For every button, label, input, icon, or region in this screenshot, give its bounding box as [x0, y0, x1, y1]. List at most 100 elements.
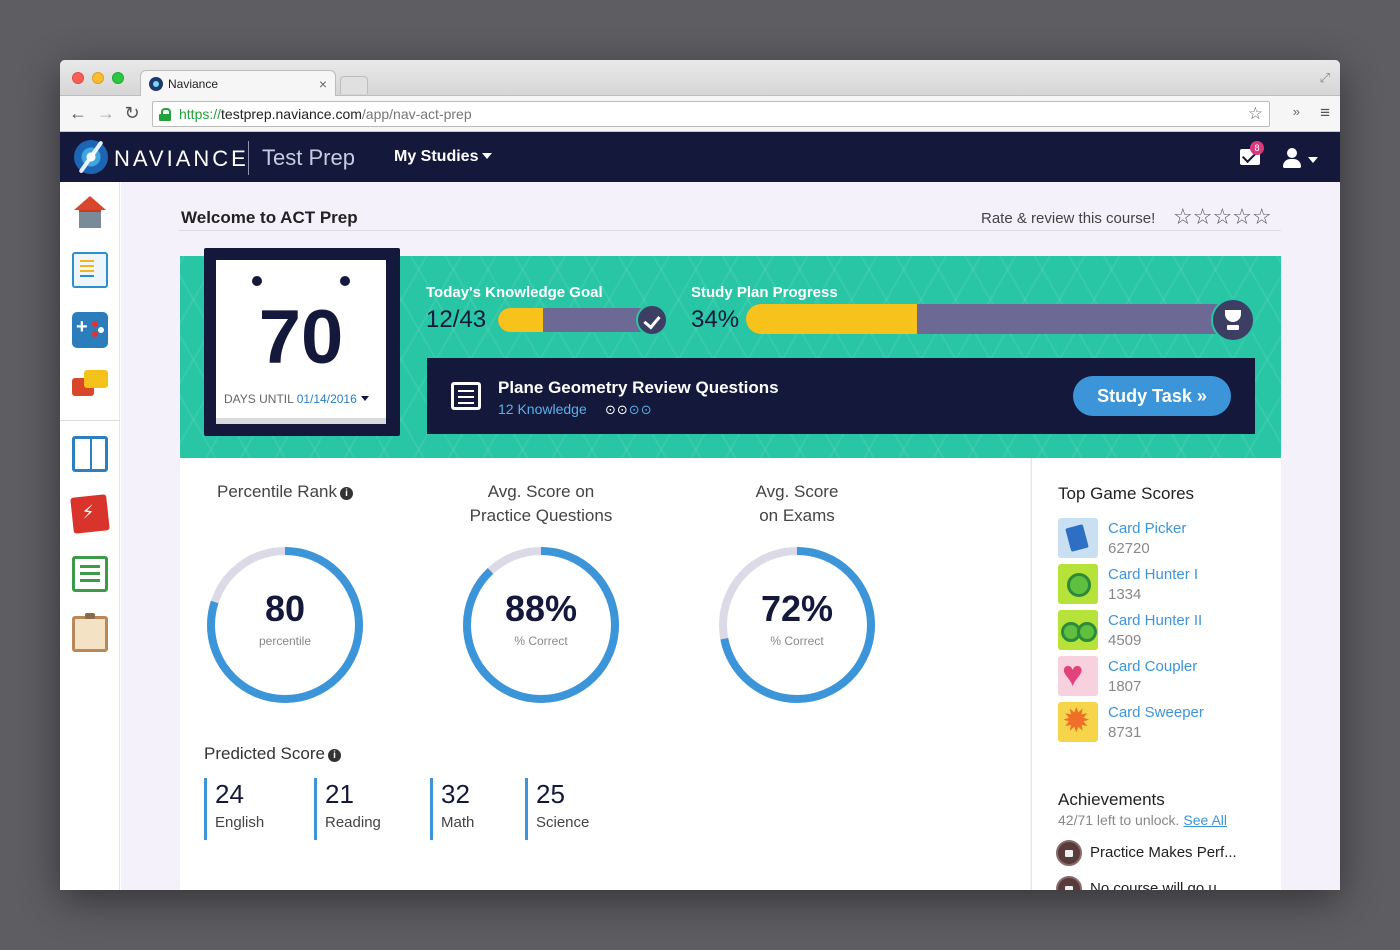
rating-stars-icon[interactable]: ☆☆☆☆☆: [1173, 204, 1272, 229]
study-plan-fill: [746, 304, 918, 334]
game-name[interactable]: Card Coupler: [1108, 658, 1198, 675]
new-tab-button[interactable]: [340, 76, 368, 94]
info-icon[interactable]: i: [340, 487, 353, 500]
percentile-rank-title: Percentile Rank i: [180, 480, 390, 504]
days-remaining: 70: [258, 295, 344, 380]
stat-title-line: Practice Questions: [469, 506, 613, 525]
lock-icon: [159, 107, 171, 121]
calendar-face: 70 DAYS UNTIL 01/14/2016: [216, 260, 386, 424]
knowledge-goal-value: 12/43: [426, 306, 487, 333]
days-until-label: DAYS UNTIL: [224, 392, 294, 406]
browser-window: Naviance × ⤢ ← → ↻ https:// testprep.nav…: [60, 60, 1340, 890]
predicted-score-value: 21: [325, 779, 354, 809]
predicted-score-subject: Reading: [325, 814, 381, 831]
user-menu-chevron-icon[interactable]: [1308, 157, 1318, 163]
url-host: testprep.naviance.com: [221, 106, 362, 122]
info-icon[interactable]: i: [327, 749, 341, 762]
achievements-remaining: 42/71 left to unlock. See All: [1058, 812, 1227, 828]
close-window-button[interactable]: [72, 72, 84, 84]
game-name[interactable]: Card Picker: [1108, 520, 1187, 537]
predicted-reading: 21 Reading: [314, 778, 381, 840]
stat-title-line: on Exams: [759, 506, 835, 525]
predicted-math: 32 Math: [430, 778, 474, 840]
tab-close-icon[interactable]: ×: [318, 76, 327, 92]
predicted-score-title: Predicted Score i: [204, 744, 341, 764]
address-bar[interactable]: https:// testprep.naviance.com /app/nav-…: [152, 101, 1270, 127]
study-task-button[interactable]: Study Task »: [1073, 376, 1231, 416]
percentile-ring: [207, 547, 363, 703]
percentile-unit: percentile: [258, 634, 312, 648]
completed-dots-icon: ⊙⊙: [605, 402, 629, 417]
predicted-score-label: Predicted Score: [204, 744, 325, 763]
user-account-icon[interactable]: [1282, 148, 1302, 168]
game-score: 1334: [1108, 586, 1142, 603]
left-nav-rail: [60, 182, 120, 890]
achievements-title: Achievements: [1058, 790, 1165, 809]
predicted-science: 25 Science: [525, 778, 589, 840]
ring-progress-arc: [463, 547, 619, 703]
study-book-icon[interactable]: [72, 436, 108, 472]
predicted-score-value: 24: [215, 779, 244, 809]
card-coupler-icon: [1058, 654, 1098, 696]
minimize-window-button[interactable]: [92, 72, 104, 84]
exam-clipboard-icon[interactable]: [72, 613, 108, 652]
flashcards-icon[interactable]: [72, 252, 108, 288]
forward-arrow-icon[interactable]: →: [97, 103, 115, 123]
rate-course-label: Rate & review this course!: [981, 210, 1156, 227]
practice-score-title: Avg. Score on Practice Questions: [436, 480, 646, 528]
game-name[interactable]: Card Hunter II: [1108, 612, 1203, 629]
games-icon[interactable]: [72, 312, 108, 348]
stat-title-line: Percentile Rank: [216, 482, 337, 501]
chevron-down-icon: [482, 153, 493, 159]
task-progress-dots: ⊙⊙⊙⊙: [605, 402, 653, 418]
game-score: 4509: [1108, 632, 1142, 649]
predicted-score-subject: English: [215, 814, 265, 831]
countdown-calendar: 70 DAYS UNTIL 01/14/2016: [204, 248, 400, 436]
exam-ring: [719, 547, 875, 703]
exam-unit: % Correct: [770, 634, 824, 648]
fullscreen-icon[interactable]: ⤢: [1319, 70, 1330, 85]
study-task-card: Plane Geometry Review Questions 12 Knowl…: [427, 358, 1255, 434]
home-icon[interactable]: [72, 194, 108, 230]
inbox-count-badge: 8: [1250, 141, 1264, 155]
card-picker-icon: [1058, 518, 1098, 558]
stat-title-line: Avg. Score on: [487, 482, 595, 501]
quick-practice-icon[interactable]: [70, 494, 110, 534]
see-all-link[interactable]: See All: [1183, 812, 1228, 828]
rail-divider: [60, 420, 120, 421]
achievements-left-text: 42/71 left to unlock.: [1058, 812, 1180, 828]
knowledge-goal-fill: [498, 308, 544, 332]
browser-tab[interactable]: Naviance ×: [140, 70, 336, 97]
side-column: Top Game Scores Card Picker 62720 Card H…: [1031, 458, 1281, 890]
study-plan-value: 34%: [691, 306, 740, 333]
predicted-score-subject: Math: [441, 814, 475, 831]
remaining-dots-icon: ⊙⊙: [628, 402, 653, 417]
exam-date-selector[interactable]: DAYS UNTIL 01/14/2016: [224, 392, 369, 406]
game-name[interactable]: Card Hunter I: [1108, 566, 1199, 583]
ring-progress-arc: [719, 547, 875, 703]
exam-value: 72%: [760, 588, 834, 629]
quiz-icon[interactable]: [72, 556, 108, 592]
reload-icon[interactable]: ↻: [124, 103, 140, 123]
task-title: Plane Geometry Review Questions: [498, 378, 779, 397]
game-score: 62720: [1108, 540, 1150, 557]
header-divider: [179, 230, 1281, 231]
browser-menu-icon[interactable]: ≡: [1320, 103, 1330, 122]
exam-score-title: Avg. Score on Exams: [692, 480, 902, 528]
game-name[interactable]: Card Sweeper: [1108, 704, 1204, 721]
predicted-score-value: 32: [441, 779, 470, 809]
tab-title: Naviance: [168, 77, 219, 91]
game-score: 8731: [1108, 724, 1142, 741]
main-content: Welcome to ACT Prep Rate & review this c…: [121, 182, 1340, 890]
discussion-icon[interactable]: [72, 368, 108, 404]
locked-badge-icon: [1056, 840, 1082, 866]
bookmark-star-icon[interactable]: ☆: [1247, 104, 1263, 123]
card-sweeper-icon: [1058, 701, 1098, 742]
practice-unit: % Correct: [514, 634, 568, 648]
my-studies-menu[interactable]: My Studies: [394, 148, 493, 166]
back-arrow-icon[interactable]: ←: [69, 103, 87, 123]
extensions-chevron-icon[interactable]: »: [1292, 104, 1300, 119]
zoom-window-button[interactable]: [112, 72, 124, 84]
card-hunter-icon: [1058, 564, 1098, 604]
card-hunter-ii-icon: [1058, 610, 1098, 650]
